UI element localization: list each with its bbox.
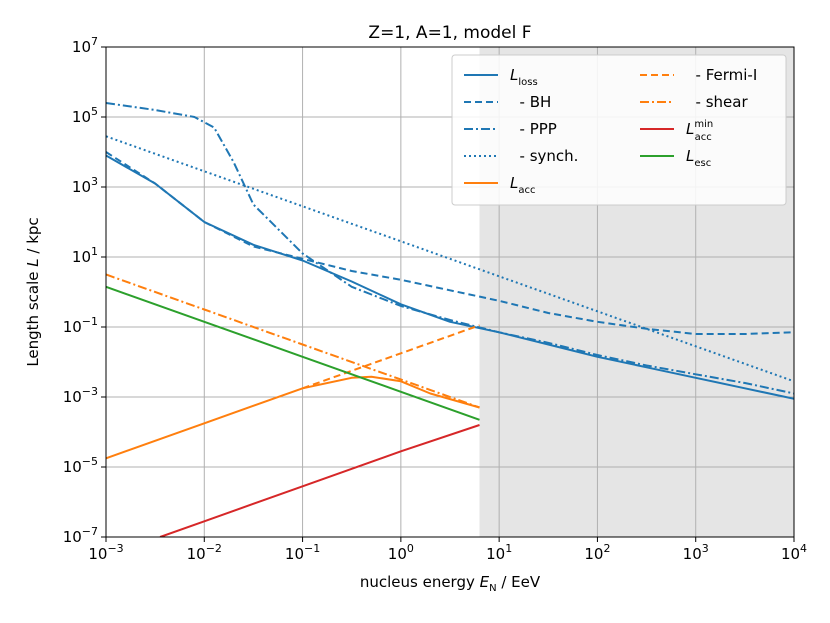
- legend-label: - shear: [686, 93, 748, 111]
- tick-layer: 10−3 10−2 10−1 100 101 102 103 104 10−7 10−5 10−3 1…: [63, 35, 807, 563]
- x-axis-label-var: E: [480, 573, 490, 591]
- series-line-fermi-i: [302, 324, 480, 390]
- legend-label: - synch.: [510, 147, 578, 165]
- x-axis-label-unit: / EeV: [497, 573, 541, 591]
- x-axis-label-prefix: nucleus energy: [360, 573, 480, 591]
- x-tick-label: 101: [486, 542, 512, 563]
- y-tick-label: 107: [72, 35, 98, 56]
- y-axis-label-prefix: Length scale: [24, 267, 42, 367]
- series-line-l-esc: [106, 285, 480, 421]
- x-tick-label: 104: [781, 542, 807, 563]
- x-axis-label: nucleus energy EN / EeV: [360, 573, 541, 594]
- legend-label: - Fermi-I: [686, 66, 757, 84]
- y-tick-label: 10−5: [63, 455, 98, 476]
- series-line-l-acc-min: [159, 424, 480, 537]
- x-tick-label: 100: [388, 542, 414, 563]
- series-layer: [106, 102, 794, 537]
- y-tick-label: 10−7: [63, 525, 98, 546]
- x-tick-label: 103: [683, 542, 709, 563]
- series-line-synch-: [106, 135, 794, 383]
- legend-label: - BH: [510, 93, 551, 111]
- legend-label: Lacc: [510, 174, 535, 196]
- y-axis-label-var: L: [24, 258, 42, 266]
- chart-title: Z=1, A=1, model F: [368, 23, 531, 43]
- x-tick-label: 102: [584, 542, 610, 563]
- legend-label: - PPP: [510, 120, 557, 138]
- x-tick-label: 10−2: [187, 542, 222, 563]
- y-tick-label: 10−3: [63, 385, 98, 406]
- x-tick-label: 10−3: [88, 542, 123, 563]
- y-tick-label: 103: [72, 175, 98, 196]
- x-tick-label: 10−1: [285, 542, 320, 563]
- y-tick-label: 101: [72, 245, 98, 266]
- legend-label: Lmin acc: [686, 119, 713, 143]
- y-axis-label: Length scale L / kpc: [24, 217, 42, 366]
- series-line-shear: [106, 273, 480, 409]
- legend-label: Lloss: [510, 66, 538, 88]
- y-tick-label: 10−1: [63, 315, 98, 336]
- legend-label: Lesc: [686, 147, 711, 169]
- series-line-bh: [106, 151, 794, 335]
- y-axis-label-unit: / kpc: [24, 217, 42, 258]
- x-axis-label-sub: N: [489, 583, 496, 594]
- legend: Lloss - BH - PPP - synch.Lacc - Fermi-I …: [451, 54, 787, 206]
- legend-frame: [451, 54, 787, 206]
- series-line-ppp: [106, 102, 794, 395]
- plot-frame: [105, 46, 795, 538]
- y-tick-label: 105: [72, 105, 98, 126]
